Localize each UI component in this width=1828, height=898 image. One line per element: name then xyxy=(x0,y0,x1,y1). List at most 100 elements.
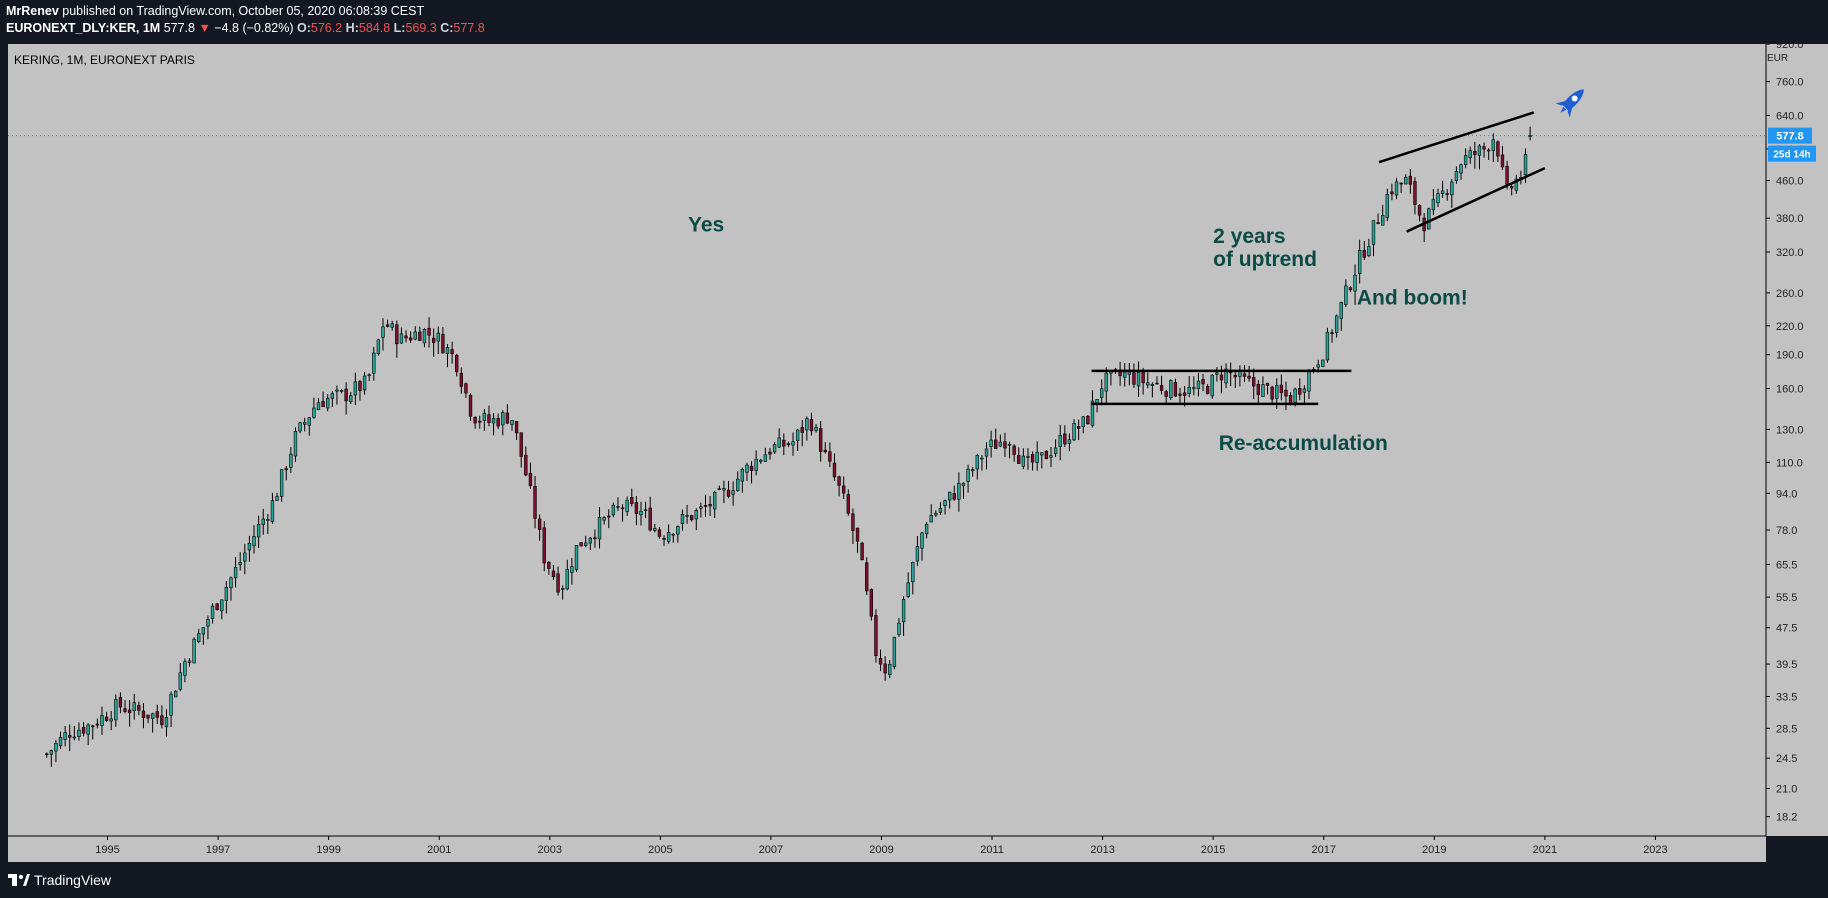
annotation-text[interactable]: And boom! xyxy=(1357,287,1468,310)
candle-body xyxy=(1219,374,1224,381)
candle-body xyxy=(943,500,947,506)
candle-body xyxy=(68,734,72,738)
candle-body xyxy=(731,490,735,495)
candle-body xyxy=(791,441,795,446)
candle-body xyxy=(187,660,192,663)
candle-body xyxy=(1058,435,1062,447)
candle-body xyxy=(1164,391,1168,397)
candle-body xyxy=(385,324,390,327)
candle-body xyxy=(906,582,910,597)
candle-body xyxy=(1463,155,1468,166)
close-value: 577.8 xyxy=(453,21,485,35)
candle-body xyxy=(537,518,542,530)
annotation-text[interactable]: of uptrend xyxy=(1213,248,1317,271)
y-tick-label: 110.0 xyxy=(1776,457,1803,469)
trendline[interactable] xyxy=(1406,166,1546,233)
annotation-text[interactable]: Yes xyxy=(688,214,724,237)
candle-body xyxy=(1072,423,1076,441)
candle-body xyxy=(1293,388,1297,403)
x-tick-label: 2013 xyxy=(1090,844,1114,856)
candle-body xyxy=(137,705,141,711)
candle-body xyxy=(155,711,159,718)
candle-body xyxy=(72,736,77,739)
candle-body xyxy=(1201,379,1205,385)
candle-body xyxy=(330,393,335,399)
last-price: 577.8 xyxy=(163,21,195,35)
candle-body xyxy=(1454,170,1459,181)
candle-body xyxy=(270,500,275,522)
candle-body xyxy=(1381,215,1385,226)
y-tick-label: 94.0 xyxy=(1776,488,1797,500)
candle-body xyxy=(81,726,86,734)
candle-body xyxy=(643,509,648,512)
candle-body xyxy=(1100,388,1104,398)
trendline[interactable] xyxy=(1378,111,1535,164)
candle-body xyxy=(676,526,680,535)
candle-body xyxy=(597,516,602,540)
x-tick-label: 2023 xyxy=(1643,844,1667,856)
candle-body xyxy=(77,729,81,737)
candle-body xyxy=(1265,382,1270,386)
y-tick-label: 78.0 xyxy=(1776,525,1797,537)
candle-body xyxy=(344,388,348,402)
candle-body xyxy=(1473,150,1477,155)
tradingview-brand[interactable]: TradingView xyxy=(34,872,112,888)
candle-body xyxy=(160,715,164,726)
candle-body xyxy=(505,412,510,424)
candle-body xyxy=(929,515,933,523)
candle-body xyxy=(169,693,173,716)
annotation-text[interactable]: 2 years xyxy=(1213,225,1285,248)
x-tick-label: 2009 xyxy=(869,844,893,856)
candle-body xyxy=(1307,371,1311,392)
candle-body xyxy=(869,589,874,617)
candle-body xyxy=(1224,368,1228,384)
candle-body xyxy=(482,412,487,421)
change-arrow-icon: ▼ xyxy=(198,21,211,35)
candle-body xyxy=(1187,386,1191,395)
footer-bar: TradingView xyxy=(0,862,1828,898)
candle-body xyxy=(91,725,95,728)
candle-body xyxy=(1233,374,1237,378)
candle-body xyxy=(1371,220,1376,245)
candle-body xyxy=(1417,205,1422,216)
symbol-label: EURONEXT_DLY:KER, 1M xyxy=(6,21,161,35)
candle-body xyxy=(501,412,505,426)
candle-body xyxy=(1123,371,1127,378)
candle-body xyxy=(846,494,850,514)
candle-body xyxy=(150,713,155,719)
author-name[interactable]: MrRenev xyxy=(6,4,59,18)
candle-body xyxy=(1095,399,1099,404)
candle-body xyxy=(455,354,459,373)
tradingview-logo-icon[interactable] xyxy=(8,872,30,888)
candle-body xyxy=(422,328,427,344)
candle-body xyxy=(104,716,109,721)
candle-body xyxy=(224,587,229,601)
candle-body xyxy=(390,323,394,328)
candle-body xyxy=(579,542,583,547)
candle-body xyxy=(178,672,182,690)
candle-body xyxy=(998,441,1003,447)
candle-body xyxy=(436,332,440,342)
time-axis[interactable]: 1995 1997 1999 2001 2003 2005 2007 2009 2011 2013… xyxy=(8,835,1766,862)
candle-body xyxy=(1459,164,1463,174)
candle-body xyxy=(749,465,754,471)
rocket-icon[interactable] xyxy=(1553,82,1590,119)
candle-body xyxy=(1132,372,1136,385)
candle-body xyxy=(874,615,878,657)
candle-body xyxy=(911,562,915,583)
candle-body xyxy=(381,326,385,338)
x-tick-label: 1995 xyxy=(95,844,119,856)
candle-body xyxy=(141,710,146,719)
annotation-text[interactable]: Re-accumulation xyxy=(1219,432,1388,455)
candle-body xyxy=(1357,249,1362,275)
candle-body xyxy=(1523,154,1528,176)
y-tick-label: 21.0 xyxy=(1776,783,1797,795)
open-value: 576.2 xyxy=(310,21,343,35)
price-axis[interactable]: 920.0760.0640.0540.0460.0380.0320.0260.0… xyxy=(1765,44,1828,836)
candle-body xyxy=(1404,176,1408,185)
candle-body xyxy=(201,627,206,635)
candle-body xyxy=(321,401,325,407)
candle-body xyxy=(1339,302,1343,319)
